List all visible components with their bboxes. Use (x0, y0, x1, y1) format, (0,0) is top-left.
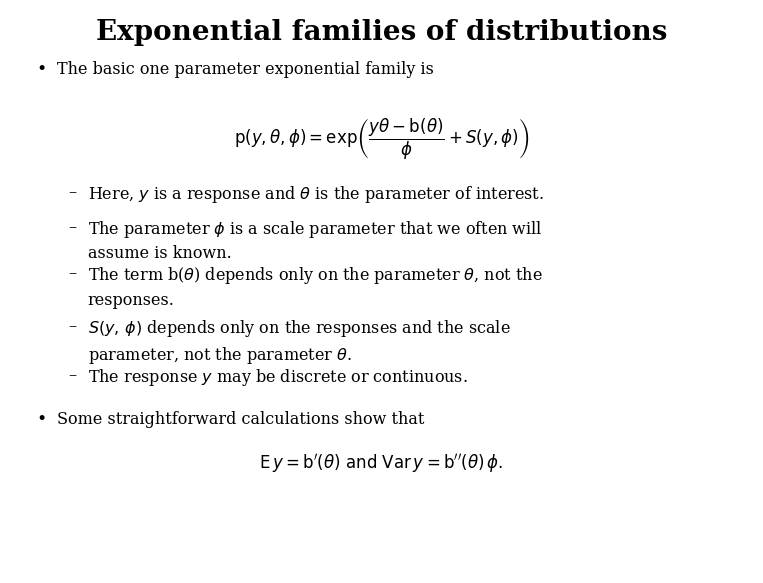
Text: –: – (69, 265, 77, 282)
Text: –: – (69, 219, 77, 236)
Text: $\mathrm{p}(y,\theta,\phi) = \exp\!\left(\dfrac{y\theta - \mathrm{b}(\theta)}{\p: $\mathrm{p}(y,\theta,\phi) = \exp\!\left… (234, 117, 529, 162)
Text: $\mathrm{E}\, y = \mathrm{b}'(\theta)$ and $\mathrm{Var}\, y = \mathrm{b}''(\the: $\mathrm{E}\, y = \mathrm{b}'(\theta)$ a… (259, 452, 504, 475)
Text: The response $y$ may be discrete or continuous.: The response $y$ may be discrete or cont… (88, 367, 468, 388)
Text: •: • (37, 411, 47, 428)
Text: –: – (69, 318, 77, 335)
Text: $S(y,\,\phi)$ depends only on the responses and the scale
parameter, not the par: $S(y,\,\phi)$ depends only on the respon… (88, 318, 510, 367)
Text: The basic one parameter exponential family is: The basic one parameter exponential fami… (57, 61, 434, 78)
Text: The term b($\theta$) depends only on the parameter $\theta$, not the
responses.: The term b($\theta$) depends only on the… (88, 265, 542, 309)
Text: –: – (69, 184, 77, 201)
Text: Exponential families of distributions: Exponential families of distributions (96, 19, 667, 45)
Text: Here, $y$ is a response and $\theta$ is the parameter of interest.: Here, $y$ is a response and $\theta$ is … (88, 184, 544, 205)
Text: The parameter $\phi$ is a scale parameter that we often will
assume is known.: The parameter $\phi$ is a scale paramete… (88, 219, 542, 262)
Text: •: • (37, 61, 47, 78)
Text: –: – (69, 367, 77, 384)
Text: Some straightforward calculations show that: Some straightforward calculations show t… (57, 411, 424, 428)
